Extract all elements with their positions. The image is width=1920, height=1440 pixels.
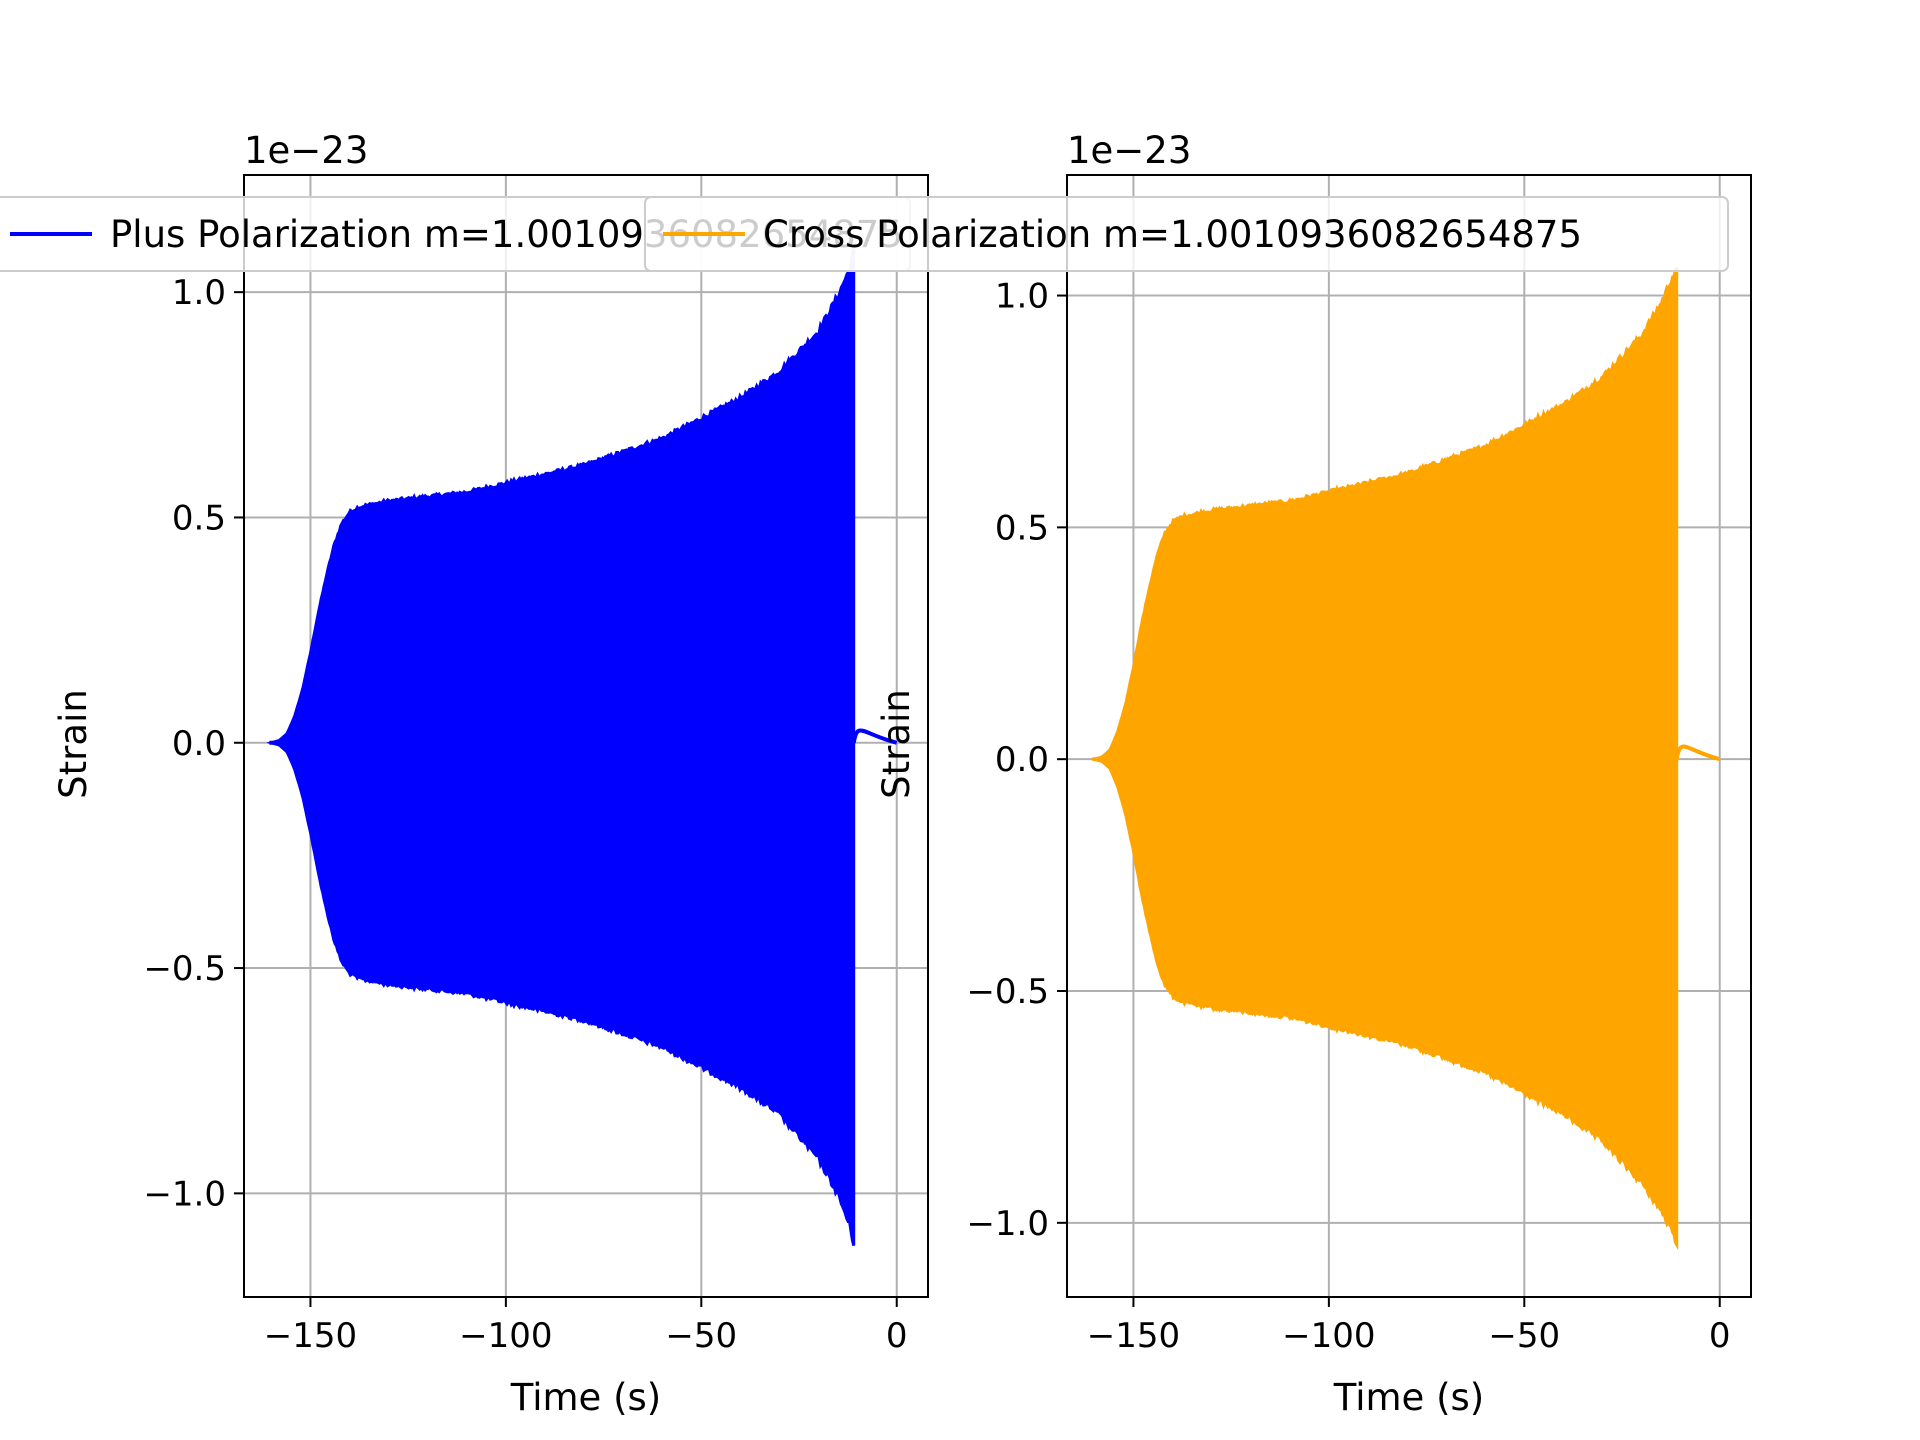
left-subplot: −150 −100 −50 0 −1.0−0.50.00.51.0 Time (s) … [52,129,929,1419]
right-subplot: −150 −100 −50 0 −1.0−0.50.00.51.0 Time (s) … [875,129,1752,1419]
left-x-axis-label: Time (s) [510,1376,661,1419]
left-plot-area [266,248,898,1246]
y-tick-label: 0.0 [995,740,1049,780]
x-tick-label: −100 [459,1316,552,1356]
right-plot-area [1089,267,1721,1251]
x-tick-label: 0 [886,1316,908,1356]
y-tick-label: 0.5 [995,508,1049,548]
left-axes-frame [243,174,929,1298]
right-y-offset-label: 1e−23 [1067,129,1191,172]
left-y-offset-label: 1e−23 [244,129,368,172]
right-x-axis-label: Time (s) [1333,1376,1484,1419]
x-tick-label: −100 [1282,1316,1375,1356]
y-tick-label: 0.5 [172,498,226,538]
right-y-axis-label: Strain [875,689,918,799]
y-tick-label: 1.0 [995,277,1049,317]
right-legend-label: Cross Polarization m=1.0010936082654875 [763,213,1582,256]
y-tick-label: −1.0 [966,1204,1049,1244]
x-tick-label: −150 [264,1316,357,1356]
right-legend-box [644,196,1729,272]
y-tick-label: −0.5 [966,972,1049,1012]
right-axes-frame [1066,174,1752,1298]
left-y-axis-label: Strain [52,689,95,799]
x-tick-label: −150 [1087,1316,1180,1356]
right-y-ticks: −1.0 −0.5 0.0 0.5 1.0 [966,277,1067,1244]
left-x-ticks: −150 −100 −50 0 [264,1297,908,1356]
waveform-ringdown [851,728,898,745]
x-tick-label: −50 [665,1316,737,1356]
waveform-series-0 [266,248,856,1246]
x-tick-label: −50 [1488,1316,1560,1356]
left-y-ticks: −1.0 −0.5 0.0 0.5 1.0 [143,273,244,1214]
right-x-ticks: −150 −100 −50 0 [1087,1297,1731,1356]
y-tick-label: 1.0 [172,273,226,313]
right-legend: Cross Polarization m=1.0010936082654875 [644,196,1729,272]
y-tick-label: 0.0 [172,724,226,764]
x-tick-label: 0 [1709,1316,1731,1356]
y-tick-label: −1.0 [143,1174,226,1214]
y-tick-label: −0.5 [143,949,226,989]
waveform-ringdown [1674,744,1721,762]
